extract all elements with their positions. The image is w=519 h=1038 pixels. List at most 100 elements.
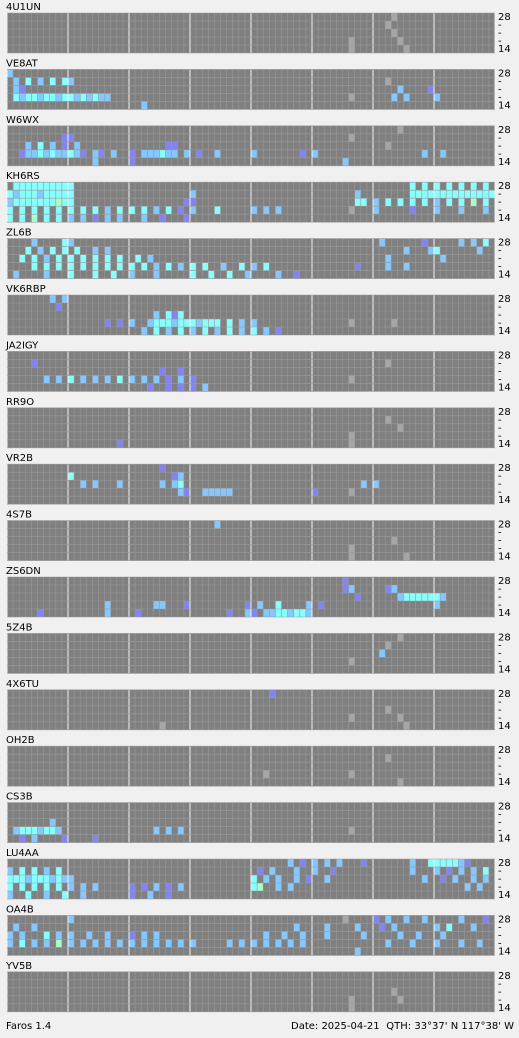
cell [153, 939, 160, 948]
cell [92, 254, 99, 263]
cell [43, 883, 50, 891]
cell [312, 149, 319, 158]
cell [31, 149, 38, 158]
cell [287, 883, 294, 891]
cell [183, 488, 190, 497]
cell [153, 149, 160, 158]
cell [202, 327, 209, 335]
cell [80, 149, 87, 158]
cell [403, 45, 410, 53]
cell [208, 270, 215, 279]
cell [49, 190, 56, 199]
cell [25, 190, 32, 199]
cell [421, 593, 428, 601]
cell [348, 488, 355, 497]
cell [7, 939, 14, 948]
cell [159, 464, 166, 473]
band-label: - [498, 415, 502, 426]
cell [43, 867, 50, 875]
cell [19, 875, 26, 883]
cell [153, 931, 160, 940]
cell [446, 867, 453, 875]
cell [238, 319, 245, 327]
cell [409, 206, 416, 215]
cell [104, 214, 111, 223]
cell [330, 867, 337, 875]
cell [7, 875, 14, 883]
cell [397, 125, 404, 134]
cell [440, 859, 447, 867]
band-label: - [498, 487, 502, 498]
cell [220, 488, 227, 497]
cell [92, 270, 99, 279]
cell [159, 149, 166, 158]
cell [336, 859, 343, 867]
band-label: - [498, 987, 502, 998]
cell [482, 198, 489, 207]
cell [153, 319, 160, 327]
cell [7, 931, 14, 940]
station-name: VE8AT [6, 58, 39, 69]
band-label: - [498, 302, 502, 313]
cell [116, 262, 123, 271]
cell [190, 383, 197, 392]
cell [104, 246, 111, 255]
cell [269, 867, 276, 875]
band-label: - [498, 979, 502, 990]
cell [55, 867, 62, 875]
cell [153, 826, 160, 835]
cell [165, 311, 172, 319]
cell [80, 891, 87, 899]
cell [68, 77, 75, 86]
band-label: - [498, 84, 502, 95]
cell [287, 939, 294, 948]
cell [470, 198, 477, 207]
cell [269, 689, 276, 698]
cell [92, 375, 99, 384]
cell [299, 149, 306, 158]
cell [434, 939, 441, 948]
cell [251, 327, 258, 335]
cell [49, 77, 56, 86]
station-name: W6WX [6, 115, 39, 126]
cell [13, 198, 20, 207]
cell [92, 214, 99, 223]
cell [214, 319, 221, 327]
cell [397, 931, 404, 940]
cell [385, 254, 392, 263]
cell [13, 85, 20, 94]
cell [421, 238, 428, 247]
cell [226, 270, 233, 279]
cell [80, 480, 87, 489]
cell [7, 198, 14, 207]
band-label: 14 [498, 157, 511, 168]
cell [446, 923, 453, 932]
cell [275, 939, 282, 948]
cell [385, 705, 392, 714]
cell [397, 713, 404, 722]
band-label: 28 [498, 632, 511, 643]
cell [464, 859, 471, 867]
cell [19, 182, 26, 191]
cell [409, 867, 416, 875]
cell [43, 214, 50, 223]
station-name: VK6RBP [6, 284, 46, 295]
cell [391, 29, 398, 37]
cell [251, 883, 258, 891]
cell [452, 875, 459, 883]
cell [251, 149, 258, 158]
cell [293, 923, 300, 932]
band-label: - [498, 318, 502, 329]
cell [202, 488, 209, 497]
cell [373, 915, 380, 924]
cell [275, 883, 282, 891]
band-label: 28 [498, 520, 511, 531]
cell [25, 149, 32, 158]
cell [110, 149, 117, 158]
cell [159, 721, 166, 730]
cell [397, 593, 404, 601]
band-label: 14 [498, 890, 511, 901]
cell [190, 270, 197, 279]
cell [141, 214, 148, 223]
cell [92, 262, 99, 271]
